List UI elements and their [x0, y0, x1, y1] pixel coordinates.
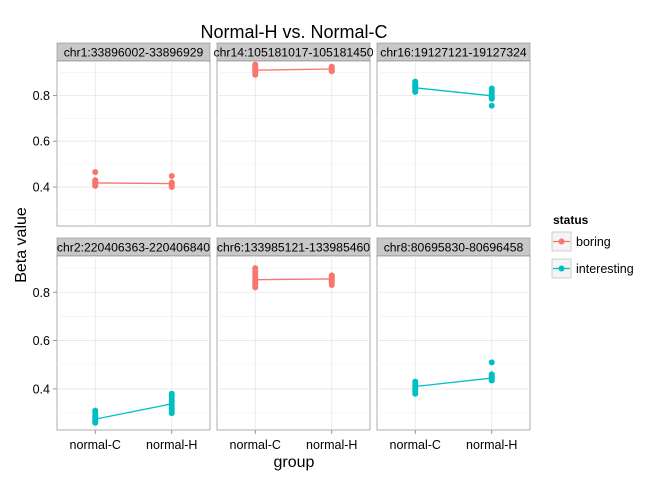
facet-panel: chr2:220406363-220406840	[56, 237, 211, 431]
legend-key	[551, 258, 572, 279]
legend-key	[551, 231, 572, 252]
mean-line	[415, 377, 492, 388]
data-point	[92, 169, 99, 176]
facet-panel: chr6:133985121-133985460	[216, 237, 371, 431]
data-point	[488, 102, 495, 109]
x-tick-label: normal-H	[466, 438, 517, 452]
facet-panel: chr14:105181017-105181450	[214, 42, 374, 227]
data-point	[252, 284, 259, 291]
data-point	[488, 377, 495, 384]
facet-strip-label: chr2:220406363-220406840	[57, 241, 210, 255]
data-point	[168, 184, 175, 191]
mean-line	[255, 68, 332, 71]
x-axes: normal-C normal-H normal-C normal-H normal-C…	[70, 430, 517, 452]
y-tick-label: 0.4	[33, 181, 50, 195]
facet-plot-area	[216, 60, 371, 227]
mean-line	[415, 87, 492, 97]
y-axis-label: Beta value	[13, 207, 30, 283]
data-point	[328, 68, 335, 75]
chart-title: Normal-H vs. Normal-C	[200, 22, 387, 42]
x-tick-label: normal-H	[146, 438, 197, 452]
facet-panel: chr16:19127121-19127324	[376, 42, 531, 227]
facet-strip-label: chr16:19127121-19127324	[380, 46, 527, 60]
mean-line	[95, 182, 172, 185]
y-axes: 0.4 0.6 0.8 0.4 0.6 0.8	[33, 89, 57, 396]
y-tick-label: 0.4	[33, 382, 50, 396]
y-tick-label: 0.6	[33, 135, 50, 149]
y-tick-label: 0.8	[33, 286, 50, 300]
facet-plot-area	[376, 255, 531, 431]
data-point	[168, 410, 175, 417]
data-point	[168, 173, 175, 180]
facet-plot-area	[376, 60, 531, 227]
legend: status boring interesting	[551, 213, 634, 279]
facet-panels: chr1:33896002-33896929 chr14:105181017-10…	[56, 42, 531, 431]
data-point	[412, 390, 419, 397]
facet-panel: chr1:33896002-33896929	[56, 42, 211, 227]
mean-line	[255, 278, 332, 281]
legend-key-point	[558, 238, 565, 245]
facet-strip-label: chr1:33896002-33896929	[64, 46, 204, 60]
legend-key-point	[558, 265, 565, 272]
facet-strip-label: chr14:105181017-105181450	[214, 46, 374, 60]
facet-panel: chr8:80695830-80696458	[376, 237, 531, 431]
x-tick-label: normal-C	[230, 438, 281, 452]
y-tick-label: 0.8	[33, 89, 50, 103]
data-point	[488, 95, 495, 102]
legend-title: status	[553, 213, 589, 227]
facet-strip-label: chr8:80695830-80696458	[384, 241, 524, 255]
x-tick-label: normal-C	[390, 438, 441, 452]
data-point	[92, 419, 99, 426]
x-axis-label: group	[274, 454, 315, 471]
x-tick-label: normal-H	[306, 438, 357, 452]
legend-label: boring	[576, 235, 611, 249]
legend-label: interesting	[576, 262, 634, 276]
facet-strip-label: chr6:133985121-133985460	[217, 241, 370, 255]
x-tick-label: normal-C	[70, 438, 121, 452]
mean-line	[95, 403, 172, 420]
data-point	[488, 359, 495, 366]
data-point	[252, 71, 259, 78]
facet-plot-area	[56, 60, 211, 227]
data-point	[412, 88, 419, 95]
facet-plot-area	[216, 255, 371, 431]
data-point	[92, 182, 99, 189]
facet-plot-area	[56, 255, 211, 431]
y-tick-label: 0.6	[33, 334, 50, 348]
data-point	[328, 282, 335, 288]
